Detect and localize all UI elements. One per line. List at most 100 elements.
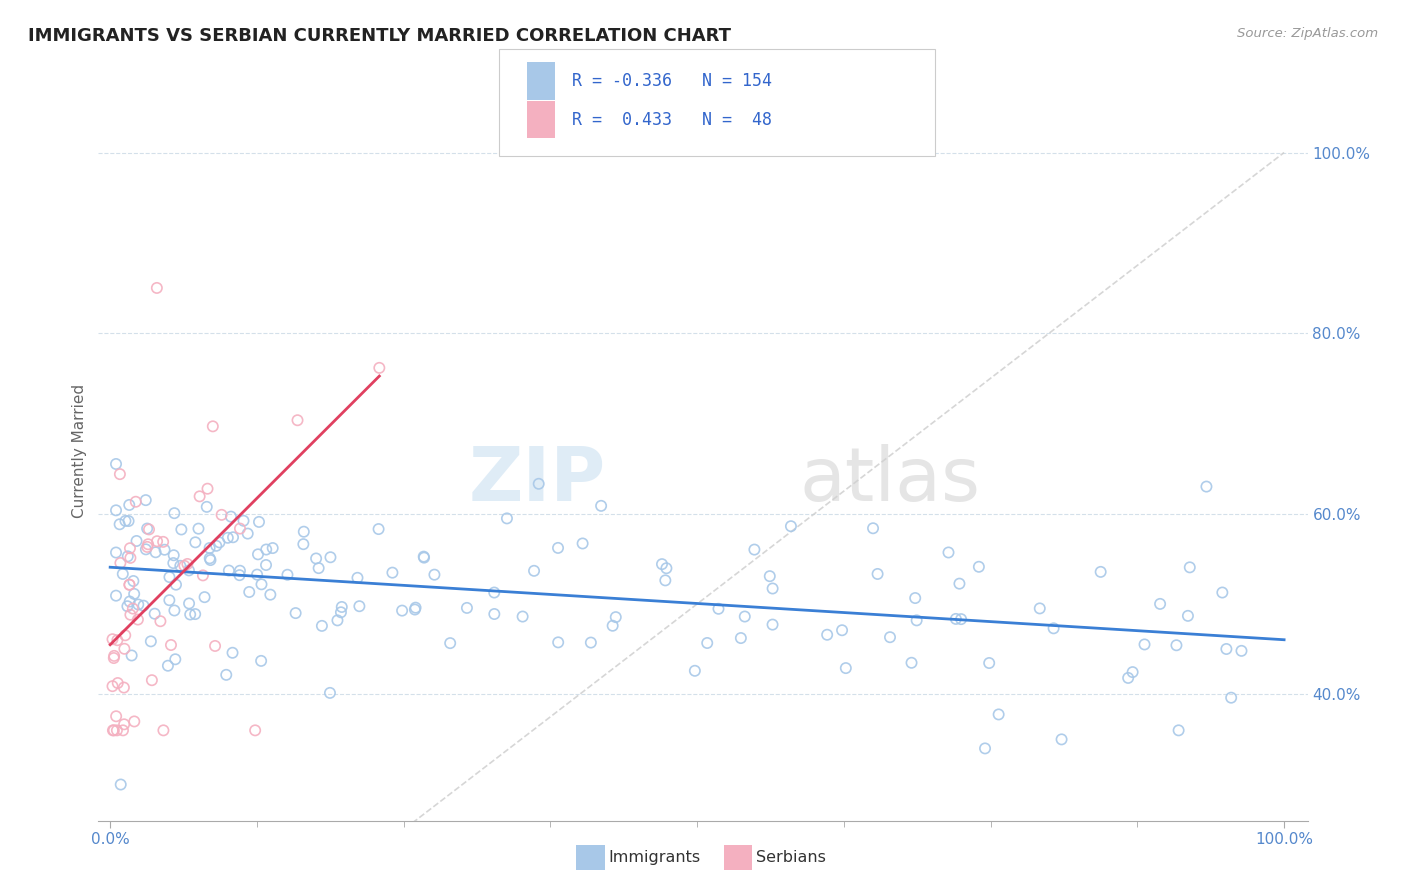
Point: [136, 537, 159, 551]
Point: [170, 523, 193, 537]
Point: [200, 553, 222, 567]
Point: [405, 600, 427, 615]
Point: [276, 567, 298, 582]
Point: [292, 524, 315, 539]
Point: [135, 542, 157, 557]
Text: IMMIGRANTS VS SERBIAN CURRENTLY MARRIED CORRELATION CHART: IMMIGRANTS VS SERBIAN CURRENTLY MARRIED …: [28, 27, 731, 45]
Point: [571, 536, 593, 550]
Point: [228, 568, 250, 582]
Point: [591, 499, 613, 513]
Point: [1090, 565, 1112, 579]
Point: [391, 604, 413, 618]
Text: Immigrants: Immigrants: [609, 850, 702, 864]
Point: [117, 599, 139, 614]
Point: [136, 522, 159, 536]
Point: [110, 778, 132, 792]
Point: [179, 607, 201, 622]
Point: [950, 612, 973, 626]
Point: [105, 709, 128, 723]
Point: [815, 628, 838, 642]
Point: [1211, 585, 1233, 599]
Point: [112, 717, 135, 731]
Point: [512, 609, 534, 624]
Point: [734, 609, 756, 624]
Point: [120, 607, 142, 622]
Point: [184, 607, 207, 621]
Point: [284, 606, 307, 620]
Point: [105, 545, 128, 559]
Point: [1029, 601, 1052, 615]
Point: [308, 561, 330, 575]
Point: [163, 548, 186, 562]
Point: [111, 566, 134, 581]
Point: [118, 577, 141, 591]
Point: [496, 511, 519, 525]
Point: [125, 533, 148, 548]
Point: [948, 576, 970, 591]
Point: [1178, 560, 1201, 574]
Point: [319, 686, 342, 700]
Point: [1177, 608, 1199, 623]
Text: Serbians: Serbians: [756, 850, 827, 864]
Point: [1167, 723, 1189, 738]
Point: [439, 636, 461, 650]
Point: [159, 570, 181, 584]
Point: [259, 588, 281, 602]
Point: [655, 561, 678, 575]
Point: [696, 636, 718, 650]
Point: [143, 607, 166, 621]
Point: [138, 523, 160, 537]
Point: [215, 668, 238, 682]
Point: [152, 534, 174, 549]
Point: [247, 515, 270, 529]
Point: [262, 541, 284, 555]
Point: [404, 602, 426, 616]
Point: [229, 522, 252, 536]
Point: [974, 741, 997, 756]
Point: [1133, 637, 1156, 651]
Point: [1050, 732, 1073, 747]
Point: [862, 521, 884, 535]
Text: atlas: atlas: [800, 443, 981, 516]
Point: [250, 654, 273, 668]
Point: [413, 550, 436, 565]
Point: [346, 571, 368, 585]
Point: [112, 641, 135, 656]
Point: [177, 597, 200, 611]
Point: [1149, 597, 1171, 611]
Point: [108, 467, 131, 482]
Point: [118, 578, 141, 592]
Point: [197, 482, 219, 496]
Point: [107, 676, 129, 690]
Point: [127, 598, 149, 612]
Point: [187, 522, 209, 536]
Point: [188, 489, 211, 503]
Point: [112, 681, 135, 695]
Point: [905, 613, 928, 627]
Point: [105, 589, 128, 603]
Point: [176, 557, 198, 571]
Point: [945, 612, 967, 626]
Point: [146, 281, 169, 295]
Point: [217, 531, 239, 545]
Point: [762, 582, 785, 596]
Point: [835, 661, 858, 675]
Point: [191, 568, 214, 582]
Point: [527, 476, 550, 491]
Point: [330, 599, 353, 614]
Point: [114, 628, 136, 642]
Point: [218, 564, 240, 578]
Point: [105, 723, 128, 738]
Point: [707, 602, 730, 616]
Point: [904, 591, 927, 605]
Point: [121, 601, 143, 615]
Point: [193, 590, 215, 604]
Point: [238, 585, 260, 599]
Point: [368, 360, 391, 375]
Point: [243, 723, 266, 738]
Point: [163, 506, 186, 520]
Point: [162, 556, 184, 570]
Point: [105, 633, 128, 648]
Point: [412, 549, 434, 564]
Point: [101, 632, 124, 647]
